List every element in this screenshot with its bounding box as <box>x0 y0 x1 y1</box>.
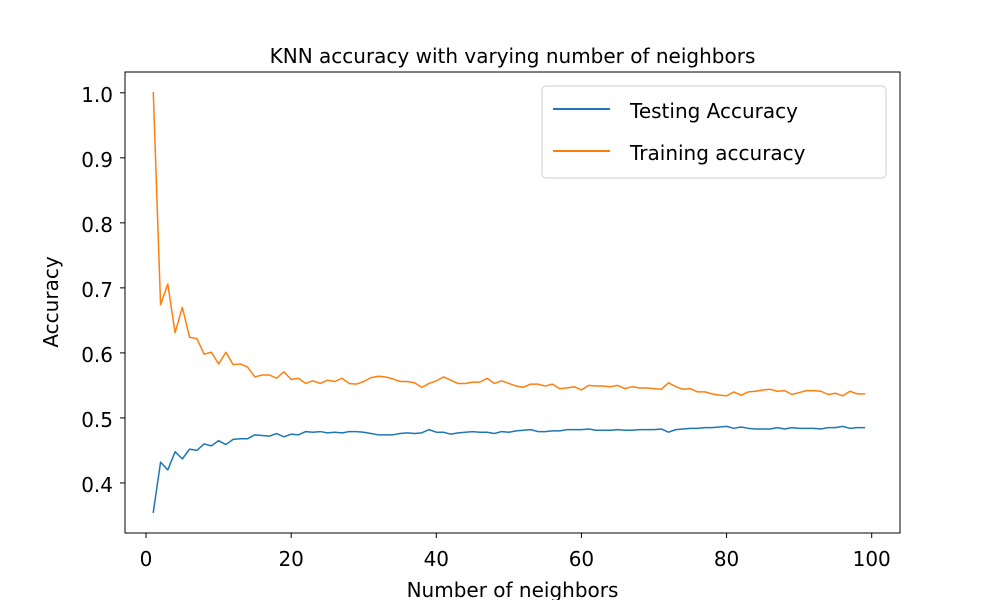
series-layer <box>152 92 866 514</box>
y-tick-label: 0.4 <box>81 473 113 497</box>
x-tick-label: 60 <box>569 547 594 571</box>
chart-title: KNN accuracy with varying number of neig… <box>270 44 756 68</box>
y-tick-label: 1.0 <box>81 83 113 107</box>
y-axis: 0.4 0.5 0.6 0.7 0.8 0.9 1.0 <box>81 83 125 497</box>
x-tick-label: 0 <box>140 547 153 571</box>
series-line-0 <box>152 425 866 514</box>
x-tick-label: 80 <box>714 547 739 571</box>
y-tick-label: 0.6 <box>81 343 113 367</box>
legend: Testing Accuracy Training accuracy <box>541 85 887 179</box>
y-tick-label: 0.7 <box>81 278 113 302</box>
legend-label-training: Training accuracy <box>629 141 806 165</box>
y-tick-label: 0.9 <box>81 148 113 172</box>
legend-frame <box>541 85 887 179</box>
y-axis-label: Accuracy <box>39 256 63 347</box>
plot-frame <box>124 71 901 534</box>
x-axis: 0 20 40 60 80 100 <box>140 533 891 571</box>
y-tick-label: 0.8 <box>81 213 113 237</box>
x-tick-label: 100 <box>853 547 891 571</box>
series-line-1 <box>152 92 866 397</box>
x-tick-label: 20 <box>278 547 303 571</box>
x-axis-label: Number of neighbors <box>407 578 619 600</box>
y-tick-label: 0.5 <box>81 408 113 432</box>
x-tick-label: 40 <box>424 547 449 571</box>
legend-label-testing: Testing Accuracy <box>629 99 798 123</box>
